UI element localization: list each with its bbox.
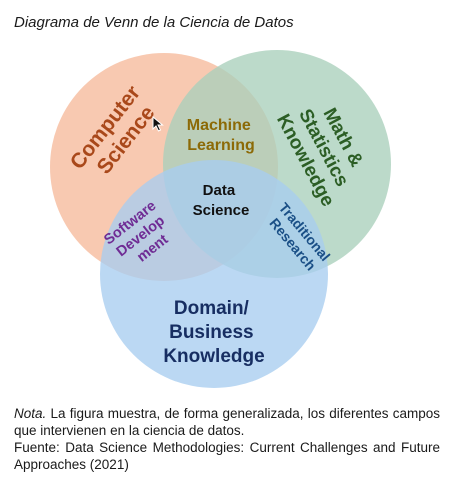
footnote: Nota. La figura muestra, de forma genera… (14, 405, 440, 473)
figure-heading: Diagrama de Venn de la Ciencia de Datos (14, 14, 294, 31)
mouse-cursor-icon (152, 116, 164, 132)
note-paragraph: Nota. La figura muestra, de forma genera… (14, 405, 440, 439)
label-domain-business: Domain/ Business Knowledge (163, 298, 264, 367)
label-ds-line-1: Data (203, 182, 236, 199)
note-label: Nota. (14, 406, 47, 421)
source-text: Fuente: Data Science Methodologies: Curr… (14, 440, 440, 472)
label-ml-line-1: Machine (187, 117, 251, 134)
label-domain-line-3: Knowledge (163, 346, 264, 367)
label-math-statistics: Math & Statistics Knowledge (272, 90, 377, 210)
venn-circles (50, 50, 391, 388)
note-text: La figura muestra, de forma generalizada… (14, 406, 440, 438)
label-machine-learning: Machine Learning (187, 117, 255, 154)
label-domain-line-2: Business (169, 322, 253, 343)
label-domain-line-1: Domain/ (174, 298, 250, 319)
label-ds-line-2: Science (193, 202, 250, 219)
label-ml-line-2: Learning (187, 137, 255, 154)
circle-domain-business (100, 160, 328, 388)
venn-diagram: Computer Science Math & Statistics Knowl… (50, 50, 391, 388)
label-data-science: Data Science (193, 182, 250, 219)
